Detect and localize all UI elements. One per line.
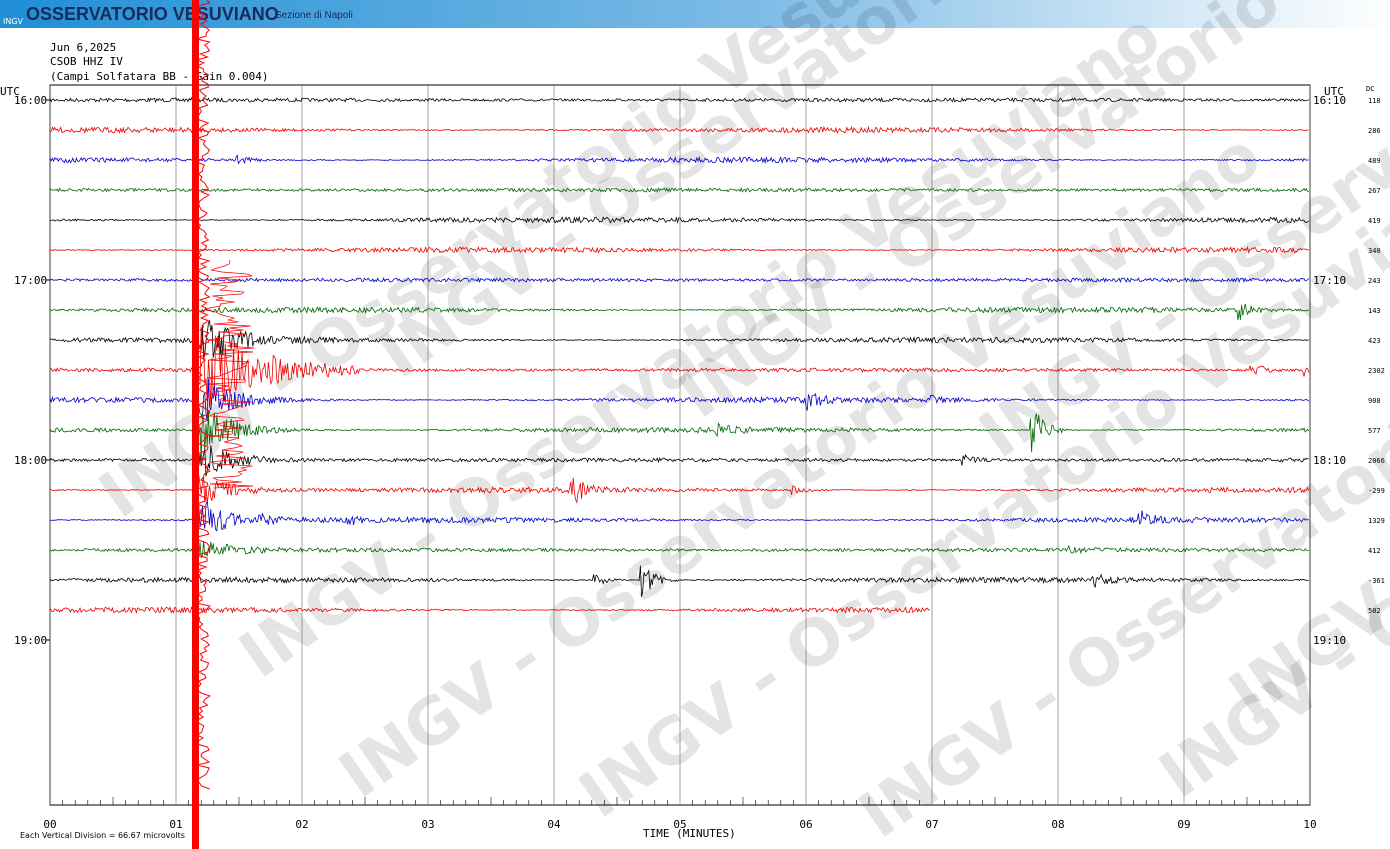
quake-band xyxy=(192,0,199,849)
trace xyxy=(49,471,1310,505)
dc-title: DC xyxy=(1366,85,1374,93)
trace xyxy=(49,408,1310,461)
dc-value: 489 xyxy=(1368,157,1381,165)
dc-value: 419 xyxy=(1368,217,1381,225)
x-tick-label: 02 xyxy=(295,818,308,831)
x-tick-label: 03 xyxy=(421,818,434,831)
right-time-label: 19:10 xyxy=(1313,634,1346,647)
quake-coda xyxy=(205,259,255,489)
trace xyxy=(49,500,1309,532)
dc-value: 577 xyxy=(1368,427,1381,435)
trace xyxy=(49,540,1309,559)
header-subtitle: Sezione di Napoli xyxy=(275,10,353,21)
dc-value: 143 xyxy=(1368,307,1381,315)
dc-value: -361 xyxy=(1368,577,1385,585)
date: Jun 6,2025 xyxy=(50,41,116,54)
dc-value: 2066 xyxy=(1368,457,1385,465)
dc-value: 243 xyxy=(1368,277,1381,285)
trace xyxy=(49,316,1309,373)
utc-right: UTC xyxy=(1324,85,1344,98)
trace xyxy=(49,445,1309,477)
dc-value: 423 xyxy=(1368,337,1381,345)
quake-trace xyxy=(194,0,212,790)
trace xyxy=(49,368,1309,422)
header-title: OSSERVATORIO VESUVIANO xyxy=(26,4,279,24)
description: (Campi Solfatara BB - Gain 0.004) xyxy=(50,70,269,83)
right-time-label: 18:10 xyxy=(1313,454,1346,467)
dc-value: 267 xyxy=(1368,187,1381,195)
x-tick-label: 07 xyxy=(925,818,938,831)
trace xyxy=(49,327,1310,408)
dc-value: 1329 xyxy=(1368,517,1385,525)
dc-value: 2302 xyxy=(1368,367,1385,375)
trace xyxy=(49,96,1310,104)
x-tick-label: 06 xyxy=(799,818,812,831)
x-tick-label: 09 xyxy=(1177,818,1190,831)
footer-scale: Each Vertical Division = 66.67 microvolt… xyxy=(20,831,185,840)
x-tick-label: 05 xyxy=(673,818,686,831)
dc-value: 118 xyxy=(1368,97,1381,105)
trace xyxy=(49,125,1309,134)
left-time-label: 16:00 xyxy=(14,94,47,107)
right-time-label: 16:10 xyxy=(1313,94,1346,107)
utc-left: UTC xyxy=(0,85,20,98)
x-tick-label: 10 xyxy=(1303,818,1316,831)
left-time-label: 19:00 xyxy=(14,634,47,647)
x-tick-label: 08 xyxy=(1051,818,1064,831)
left-time-label: 18:00 xyxy=(14,454,47,467)
header-bar xyxy=(0,0,1390,28)
dc-value: 908 xyxy=(1368,397,1381,405)
x-tick-label: 04 xyxy=(547,818,561,831)
dc-value: 412 xyxy=(1368,547,1381,555)
left-time-label: 17:00 xyxy=(14,274,47,287)
dc-value: -299 xyxy=(1368,487,1385,495)
trace xyxy=(49,277,1310,284)
x-tick-label: 01 xyxy=(169,818,182,831)
trace xyxy=(49,154,1309,165)
dc-value: 286 xyxy=(1368,127,1381,135)
trace xyxy=(49,303,1310,321)
trace xyxy=(49,215,1310,224)
x-tick-label: 00 xyxy=(43,818,56,831)
station: CSOB HHZ IV xyxy=(50,55,123,68)
right-time-label: 17:10 xyxy=(1313,274,1346,287)
dc-value: 340 xyxy=(1368,247,1381,255)
trace xyxy=(49,565,1309,597)
dc-value: 502 xyxy=(1368,607,1381,615)
trace xyxy=(49,187,1309,194)
logo: INGV xyxy=(3,17,24,26)
trace xyxy=(49,245,1309,255)
x-axis-title: TIME (MINUTES) xyxy=(643,827,736,840)
